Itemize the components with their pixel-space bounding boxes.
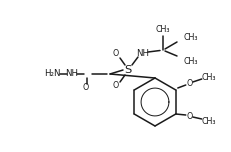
Text: O: O	[83, 83, 89, 93]
Text: O: O	[187, 112, 193, 121]
Text: CH₃: CH₃	[184, 33, 198, 41]
Text: CH₃: CH₃	[156, 26, 170, 35]
Text: H₂N: H₂N	[44, 69, 60, 78]
Text: CH₃: CH₃	[184, 57, 198, 66]
Text: CH₃: CH₃	[201, 73, 216, 81]
Text: O: O	[187, 78, 193, 88]
Text: NH: NH	[137, 48, 149, 57]
Text: NH: NH	[66, 69, 79, 78]
Text: O: O	[113, 50, 119, 59]
Text: S: S	[124, 65, 132, 75]
Text: O: O	[113, 81, 119, 90]
Text: CH₃: CH₃	[201, 116, 216, 126]
